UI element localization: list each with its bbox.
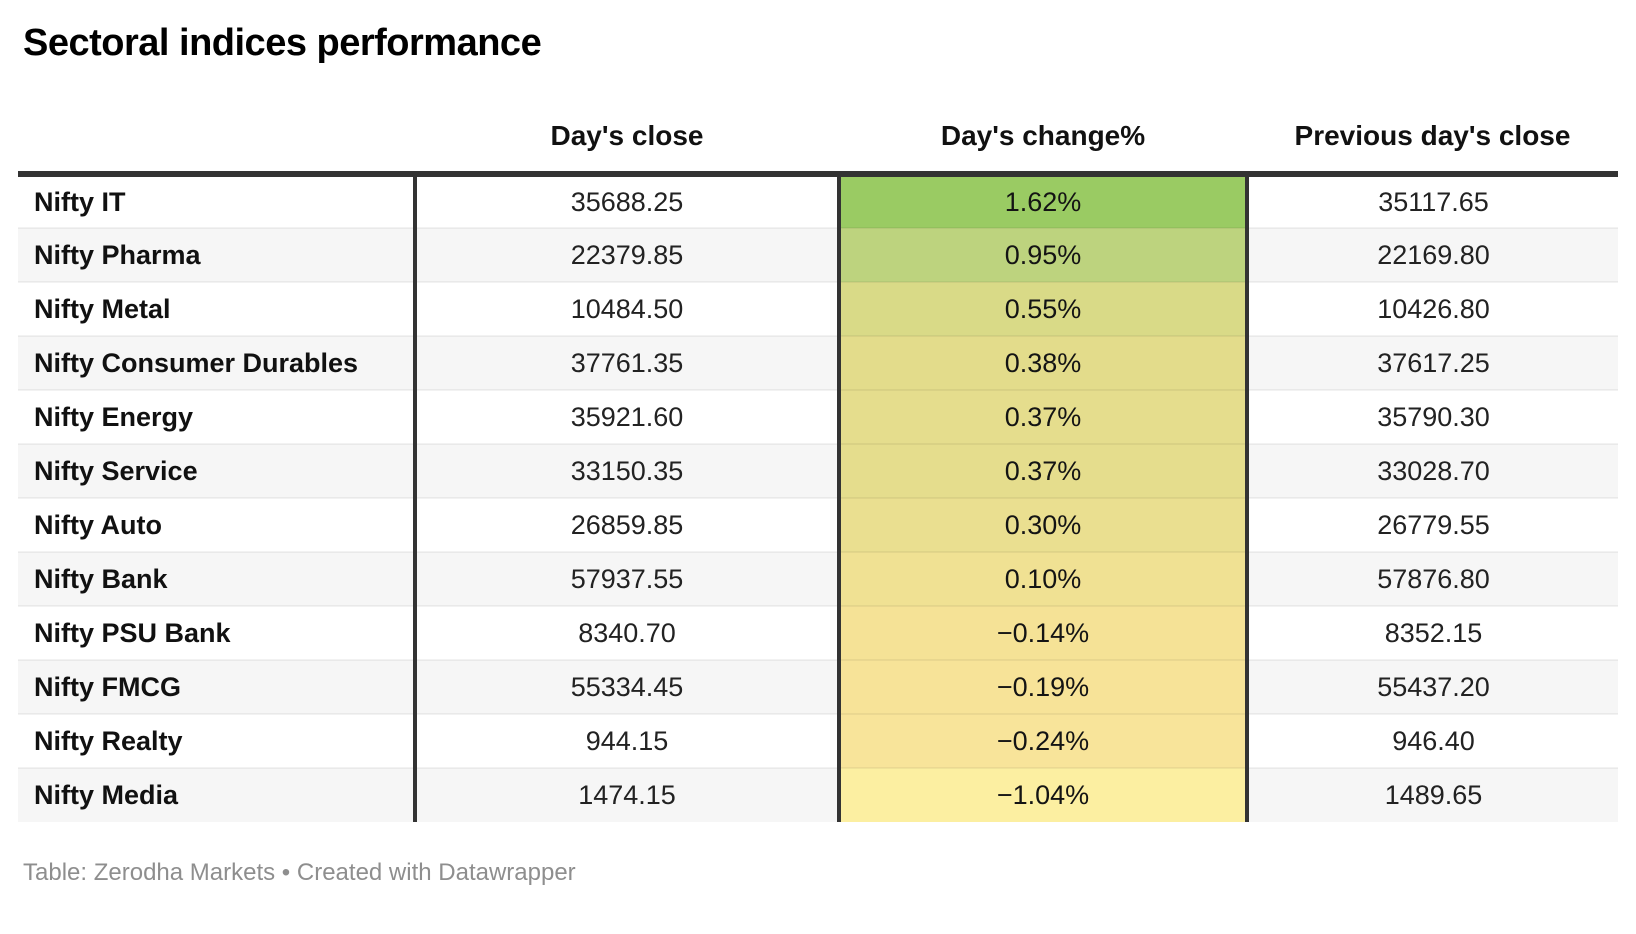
table-row: Nifty IT 35688.25 1.62% 35117.65 [18, 174, 1618, 228]
row-label: Nifty Media [18, 767, 415, 822]
days-change-value: −0.24% [837, 713, 1249, 768]
previous-close-value: 37617.25 [1247, 335, 1618, 390]
previous-close-value: 1489.65 [1247, 767, 1618, 822]
days-close-value: 35688.25 [413, 174, 839, 228]
days-close-value: 944.15 [413, 713, 839, 768]
row-label: Nifty Service [18, 443, 415, 498]
row-label: Nifty Metal [18, 281, 415, 336]
table-card: Sectoral indices performance Day's close… [0, 20, 1636, 888]
row-label: Nifty Realty [18, 713, 415, 768]
previous-close-value: 33028.70 [1247, 443, 1618, 498]
days-change-value: 0.95% [837, 227, 1249, 282]
col-header-days-change: Day's change% [839, 100, 1247, 177]
table-row: Nifty Realty 944.15 −0.24% 946.40 [18, 713, 1618, 768]
row-label: Nifty FMCG [18, 659, 415, 714]
days-close-value: 57937.55 [413, 551, 839, 606]
days-close-value: 1474.15 [413, 767, 839, 822]
previous-close-value: 22169.80 [1247, 227, 1618, 282]
days-change-value: 0.55% [837, 281, 1249, 336]
days-change-value: 0.37% [837, 443, 1249, 498]
days-close-value: 10484.50 [413, 281, 839, 336]
table-footer: Table: Zerodha Markets • Created with Da… [23, 858, 1618, 888]
page-title: Sectoral indices performance [23, 22, 542, 64]
row-label: Nifty Bank [18, 551, 415, 606]
sectoral-indices-table: Day's close Day's change% Previous day's… [18, 100, 1618, 822]
days-change-value: 1.62% [837, 174, 1249, 228]
days-close-value: 35921.60 [413, 389, 839, 444]
days-close-value: 22379.85 [413, 227, 839, 282]
previous-close-value: 8352.15 [1247, 605, 1618, 660]
table-header: Day's close Day's change% Previous day's… [18, 100, 1618, 177]
row-label: Nifty Energy [18, 389, 415, 444]
days-change-value: −1.04% [837, 767, 1249, 822]
footer-source-link[interactable]: Zerodha Markets [93, 859, 276, 886]
col-header-days-close: Day's close [415, 100, 839, 177]
col-header-previous-close: Previous day's close [1247, 100, 1618, 177]
previous-close-value: 26779.55 [1247, 497, 1618, 552]
table-row: Nifty Auto 26859.85 0.30% 26779.55 [18, 497, 1618, 552]
col-header-index-name [18, 100, 415, 177]
row-label: Nifty Consumer Durables [18, 335, 415, 390]
row-label: Nifty Pharma [18, 227, 415, 282]
row-label: Nifty IT [34, 186, 126, 217]
days-close-value: 37761.35 [413, 335, 839, 390]
days-change-value: −0.19% [837, 659, 1249, 714]
previous-close-value: 57876.80 [1247, 551, 1618, 606]
previous-close-value: 35117.65 [1378, 186, 1489, 217]
table-row: Nifty Media 1474.15 −1.04% 1489.65 [18, 767, 1618, 822]
table-row: Nifty FMCG 55334.45 −0.19% 55437.20 [18, 659, 1618, 714]
days-close-value: 26859.85 [413, 497, 839, 552]
days-close-value: 8340.70 [413, 605, 839, 660]
table-row: Nifty Energy 35921.60 0.37% 35790.30 [18, 389, 1618, 444]
previous-close-value: 35790.30 [1247, 389, 1618, 444]
table-row: Nifty Metal 10484.50 0.55% 10426.80 [18, 281, 1618, 336]
table-row: Nifty Pharma 22379.85 0.95% 22169.80 [18, 227, 1618, 282]
table-row: Nifty Bank 57937.55 0.10% 57876.80 [18, 551, 1618, 606]
previous-close-value: 55437.20 [1247, 659, 1618, 714]
row-label: Nifty PSU Bank [18, 605, 415, 660]
table-row: Nifty Consumer Durables 37761.35 0.38% 3761… [18, 335, 1618, 390]
table-row: Nifty Service 33150.35 0.37% 33028.70 [18, 443, 1618, 498]
days-change-value: 0.30% [837, 497, 1249, 552]
days-change-value: 0.10% [837, 551, 1249, 606]
footer-prefix: Table: [23, 859, 88, 886]
header-row: Day's close Day's change% Previous day's… [18, 100, 1618, 177]
row-label: Nifty Auto [18, 497, 415, 552]
days-change-value: 0.38% [837, 335, 1249, 390]
days-change-value: −0.14% [837, 605, 1249, 660]
footer-separator: • [281, 859, 291, 886]
previous-close-value: 946.40 [1247, 713, 1618, 768]
days-change-value: 0.37% [837, 389, 1249, 444]
days-close-value: 33150.35 [413, 443, 839, 498]
table-row: Nifty PSU Bank 8340.70 −0.14% 8352.15 [18, 605, 1618, 660]
datawrapper-credit-link[interactable]: Created with Datawrapper [296, 859, 576, 886]
table-body: Nifty IT 35688.25 1.62% 35117.65 Nifty Pharm… [18, 174, 1618, 822]
days-close-value: 55334.45 [413, 659, 839, 714]
previous-close-value: 10426.80 [1247, 281, 1618, 336]
